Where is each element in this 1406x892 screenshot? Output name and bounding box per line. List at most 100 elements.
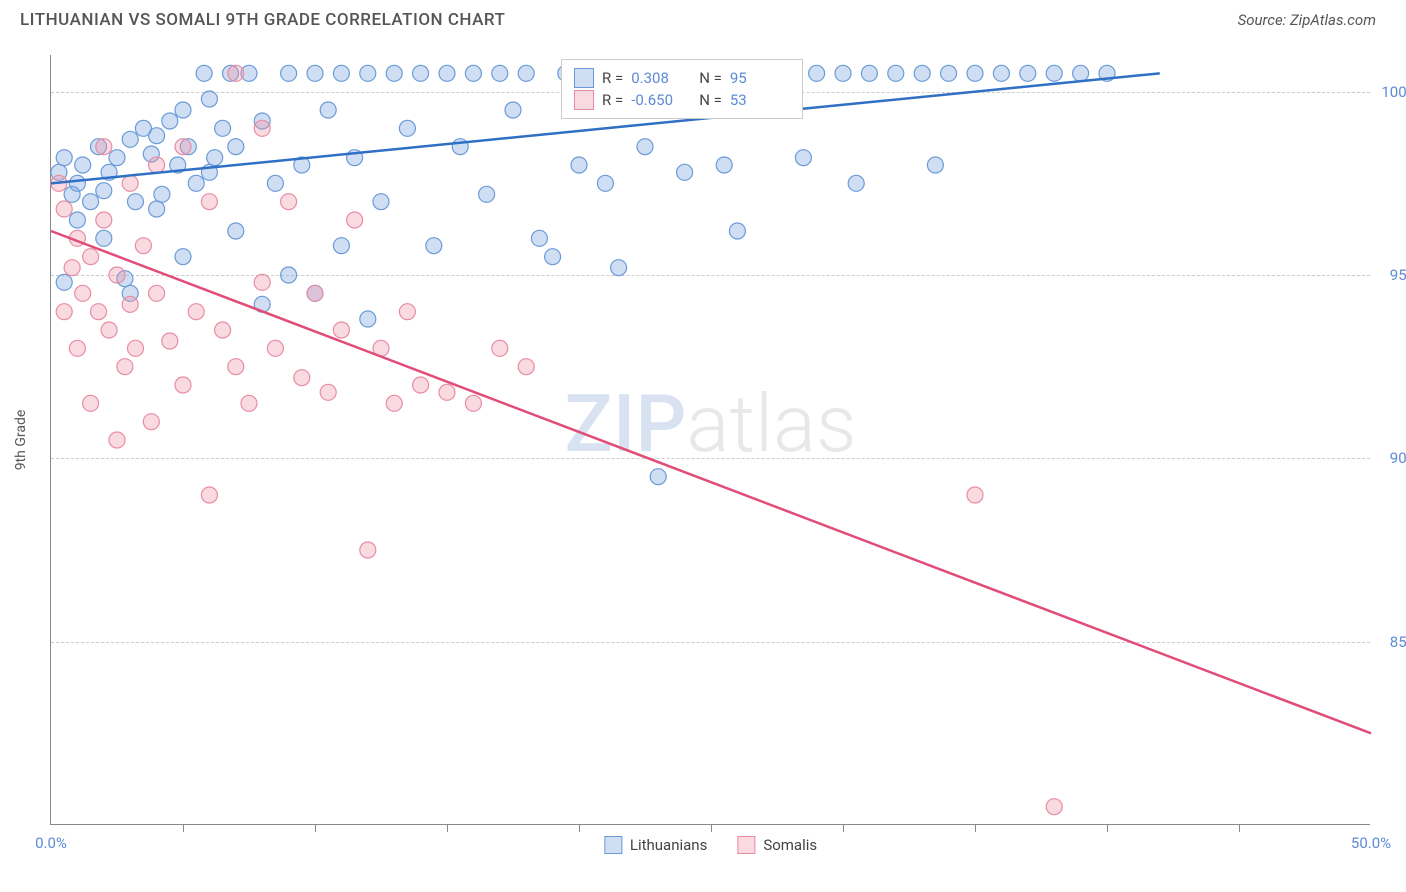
data-point <box>465 65 481 81</box>
xtick <box>183 824 184 832</box>
data-point <box>228 359 244 375</box>
legend-n-label: N = <box>699 91 722 109</box>
data-point <box>175 102 191 118</box>
data-point <box>505 102 521 118</box>
data-point <box>294 370 310 386</box>
xtick <box>711 824 712 832</box>
legend-r-label: R = <box>602 91 623 109</box>
chart-title: LITHUANIAN VS SOMALI 9TH GRADE CORRELATI… <box>20 10 505 30</box>
trend-line <box>51 231 1371 733</box>
data-point <box>479 186 495 202</box>
xtick <box>579 824 580 832</box>
data-point <box>611 260 627 276</box>
data-point <box>201 91 217 107</box>
data-point <box>637 139 653 155</box>
data-point <box>109 267 125 283</box>
legend-row: R =-0.650N =53 <box>574 90 790 110</box>
legend-n-label: N = <box>699 69 722 87</box>
data-point <box>127 340 143 356</box>
data-point <box>215 322 231 338</box>
data-point <box>1020 65 1036 81</box>
legend-n-value: 95 <box>730 69 790 87</box>
legend-swatch <box>737 836 755 854</box>
data-point <box>127 194 143 210</box>
legend-r-value: -0.650 <box>631 91 691 109</box>
data-point <box>333 322 349 338</box>
data-point <box>967 487 983 503</box>
data-point <box>1046 799 1062 815</box>
data-point <box>413 65 429 81</box>
data-point <box>426 238 442 254</box>
data-point <box>149 128 165 144</box>
data-point <box>175 377 191 393</box>
data-point <box>386 395 402 411</box>
data-point <box>1073 65 1089 81</box>
data-point <box>101 322 117 338</box>
data-point <box>91 304 107 320</box>
data-point <box>597 175 613 191</box>
data-point <box>531 230 547 246</box>
legend-swatch <box>574 68 594 88</box>
data-point <box>281 267 297 283</box>
legend-r-label: R = <box>602 69 623 87</box>
data-point <box>117 359 133 375</box>
data-point <box>122 131 138 147</box>
legend-row: R = 0.308 N = 95 <box>574 68 790 88</box>
data-point <box>465 395 481 411</box>
y-axis-label: 9th Grade <box>13 409 29 470</box>
legend-series-name: Lithuanians <box>630 836 707 854</box>
data-point <box>373 194 389 210</box>
data-point <box>175 139 191 155</box>
legend-r-value: 0.308 <box>631 69 691 87</box>
data-point <box>941 65 957 81</box>
xtick <box>1239 824 1240 832</box>
ytick-label: 95.0% <box>1390 266 1406 284</box>
data-point <box>993 65 1009 81</box>
xtick <box>1107 824 1108 832</box>
data-point <box>149 157 165 173</box>
data-point <box>69 212 85 228</box>
legend-swatch <box>604 836 622 854</box>
legend-series-item: Somalis <box>737 836 817 854</box>
data-point <box>914 65 930 81</box>
data-point <box>149 285 165 301</box>
data-point <box>75 157 91 173</box>
data-point <box>492 65 508 81</box>
data-point <box>333 238 349 254</box>
data-point <box>716 157 732 173</box>
data-point <box>399 304 415 320</box>
data-point <box>162 333 178 349</box>
data-point <box>56 274 72 290</box>
data-point <box>143 414 159 430</box>
data-point <box>861 65 877 81</box>
data-point <box>175 249 191 265</box>
data-point <box>254 274 270 290</box>
correlation-legend: R =0.308N =95R =-0.650N =53 <box>561 59 803 119</box>
data-point <box>162 113 178 129</box>
data-point <box>56 304 72 320</box>
data-point <box>149 201 165 217</box>
data-point <box>320 384 336 400</box>
data-point <box>281 194 297 210</box>
xtick <box>843 824 844 832</box>
data-point <box>333 65 349 81</box>
data-point <box>360 542 376 558</box>
data-point <box>69 340 85 356</box>
data-point <box>96 230 112 246</box>
data-point <box>96 212 112 228</box>
legend-series-item: Lithuanians <box>604 836 707 854</box>
xtick-label: 0.0% <box>35 834 67 852</box>
data-point <box>307 65 323 81</box>
data-point <box>518 65 534 81</box>
data-point <box>75 285 91 301</box>
data-point <box>967 65 983 81</box>
data-point <box>267 340 283 356</box>
data-point <box>109 432 125 448</box>
data-point <box>360 65 376 81</box>
scatter-plot <box>51 55 1370 824</box>
data-point <box>69 175 85 191</box>
data-point <box>1046 65 1062 81</box>
data-point <box>56 150 72 166</box>
xtick-label: 50.0% <box>1351 834 1391 852</box>
data-point <box>677 164 693 180</box>
